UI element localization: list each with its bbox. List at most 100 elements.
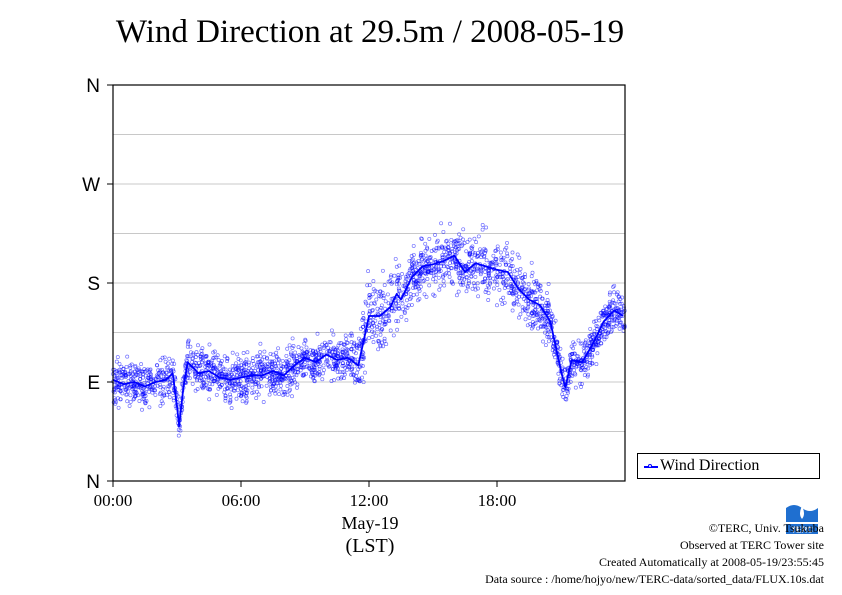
scatter-point	[497, 262, 502, 267]
scatter-point	[580, 341, 585, 346]
scatter-point	[380, 268, 385, 273]
scatter-point	[379, 328, 384, 333]
scatter-point	[225, 357, 230, 361]
scatter-point	[418, 284, 423, 289]
scatter-point	[608, 301, 613, 306]
scatter-point	[433, 258, 438, 263]
scatter-point	[538, 325, 543, 329]
scatter-point	[116, 405, 121, 410]
scatter-point	[374, 333, 379, 338]
scatter-point	[260, 362, 265, 367]
scatter-point	[402, 309, 407, 314]
scatter-point	[523, 272, 527, 277]
scatter-point	[231, 388, 236, 393]
legend-label: Wind Direction	[660, 457, 760, 474]
scatter-point	[422, 292, 427, 297]
scatter-point	[315, 331, 320, 336]
scatter-point	[277, 392, 282, 397]
scatter-point	[279, 377, 284, 382]
scatter-point	[426, 269, 430, 274]
scatter-point	[500, 271, 505, 276]
scatter-point	[416, 298, 420, 303]
scatter-point	[220, 371, 225, 376]
scatter-point	[317, 366, 322, 371]
scatter-point	[255, 364, 260, 369]
scatter-point	[300, 373, 305, 378]
scatter-point	[344, 348, 349, 353]
scatter-point	[556, 371, 561, 376]
scatter-point	[171, 369, 176, 374]
scatter-point	[279, 383, 283, 388]
scatter-point	[187, 354, 192, 359]
scatter-point	[595, 351, 600, 356]
scatter-point	[288, 378, 293, 383]
scatter-point	[404, 318, 409, 323]
scatter-point	[211, 350, 216, 355]
scatter-point	[363, 299, 368, 304]
scatter-point	[531, 302, 536, 307]
scatter-point	[176, 433, 181, 438]
scatter-point	[579, 368, 584, 373]
scatter-point	[431, 266, 436, 271]
scatter-point	[474, 240, 479, 245]
scatter-point	[537, 283, 542, 288]
scatter-point	[241, 351, 246, 355]
logo-text: TERC	[791, 526, 813, 535]
scatter-point	[208, 372, 213, 377]
scatter-point	[491, 286, 496, 291]
scatter-point	[594, 362, 599, 367]
scatter-point	[461, 227, 466, 232]
scatter-point	[432, 293, 437, 298]
scatter-point	[439, 264, 443, 269]
scatter-point	[244, 400, 249, 405]
scatter-point	[538, 289, 543, 293]
scatter-point	[400, 301, 405, 306]
scatter-point	[452, 258, 457, 263]
scatter-point	[268, 351, 273, 356]
scatter-point	[411, 243, 416, 248]
scatter-point	[124, 392, 129, 397]
scatter-point	[338, 376, 343, 381]
scatter-point	[529, 310, 534, 315]
scatter-point	[609, 324, 614, 329]
series-line-layer	[112, 254, 624, 427]
scatter-point	[269, 365, 274, 369]
scatter-point	[599, 310, 604, 315]
scatter-point	[557, 381, 562, 386]
scatter-point	[129, 362, 134, 367]
scatter-point	[475, 269, 480, 273]
scatter-point	[448, 250, 452, 255]
scatter-point	[244, 357, 249, 362]
scatter-point	[291, 354, 296, 359]
scatter-point	[219, 371, 224, 375]
scatter-point	[545, 334, 550, 339]
scatter-point	[302, 341, 307, 346]
scatter-point	[381, 318, 385, 323]
scatter-point	[525, 291, 530, 296]
scatter-point	[137, 369, 142, 374]
scatter-point	[230, 368, 235, 373]
scatter-point	[319, 353, 324, 357]
scatter-point	[466, 262, 471, 266]
scatter-point	[223, 372, 228, 377]
scatter-point	[144, 368, 149, 373]
scatter-point	[371, 287, 376, 292]
scatter-point	[371, 340, 376, 345]
scatter-point	[501, 280, 506, 285]
credit-observed: Observed at TERC Tower site	[679, 538, 824, 552]
scatter-point	[276, 346, 281, 351]
scatter-point	[427, 265, 432, 270]
scatter-point	[604, 311, 609, 316]
scatter-point	[163, 359, 168, 364]
scatter-point	[465, 284, 470, 289]
scatter-point	[607, 325, 612, 330]
scatter-point	[592, 329, 597, 334]
scatter-point	[234, 361, 238, 366]
scatter-point	[391, 333, 396, 338]
scatter-point	[258, 354, 263, 359]
scatter-point	[591, 348, 596, 352]
scatter-point	[134, 393, 138, 398]
scatter-point	[608, 290, 612, 295]
scatter-point	[392, 273, 397, 278]
